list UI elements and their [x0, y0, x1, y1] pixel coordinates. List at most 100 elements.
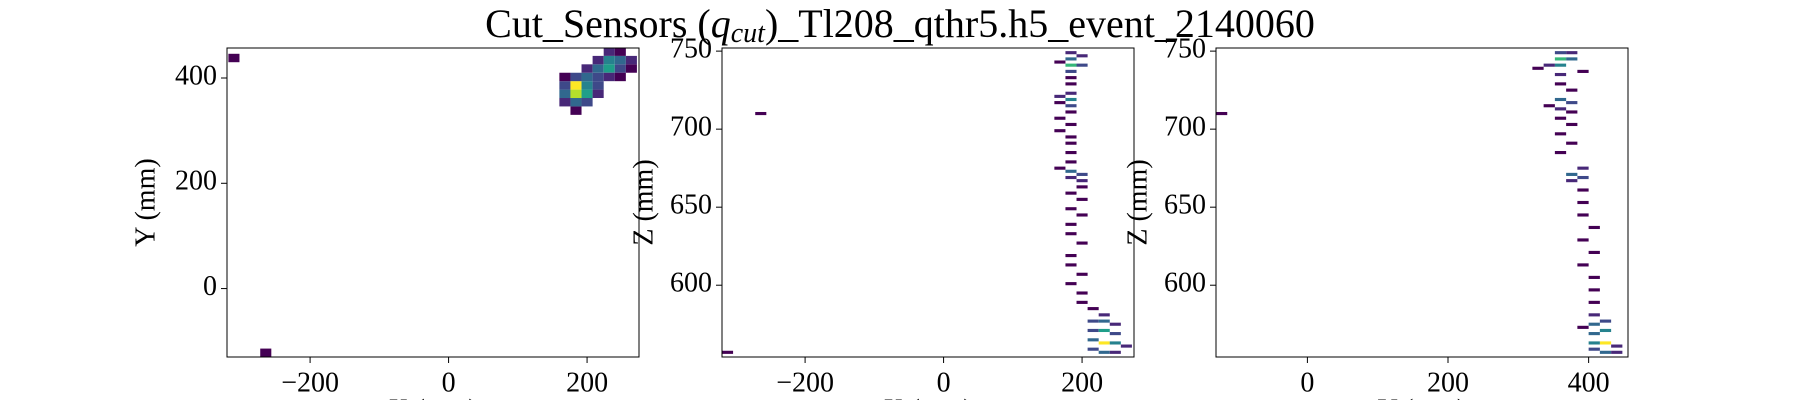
heatmap-cell — [1588, 322, 1600, 326]
heatmap-cell — [603, 55, 615, 65]
heatmap-cell — [1554, 151, 1567, 155]
heatmap-cell — [1554, 97, 1567, 102]
heatmap-cell — [1065, 69, 1077, 73]
y-tick-label: 400 — [175, 60, 217, 91]
axes-frame — [721, 47, 1135, 358]
heatmap-cell — [581, 89, 593, 99]
x-tick-label: 0 — [442, 367, 456, 398]
heatmap-cell — [1087, 338, 1099, 342]
heatmap-cell — [1076, 213, 1088, 217]
y-tick-label: 650 — [670, 190, 712, 221]
heatmap-cell — [1120, 344, 1132, 348]
x-tick-label: 200 — [566, 367, 608, 398]
heatmap-cell — [1087, 328, 1099, 333]
heatmap-cell — [1566, 110, 1578, 114]
heatmap-cell — [614, 64, 626, 73]
heatmap-cell — [1577, 263, 1589, 267]
heatmap-cell — [1054, 94, 1066, 98]
heatmap-cell — [1054, 60, 1066, 64]
heatmap-cell — [1588, 288, 1600, 292]
heatmap-cell — [1065, 122, 1077, 127]
y-tick-label: 600 — [1164, 268, 1206, 299]
heatmap-cell — [614, 48, 626, 56]
heatmap-cell — [1109, 332, 1121, 336]
x-tick-label: −200 — [776, 367, 834, 398]
x-tick-label: 200 — [1061, 367, 1103, 398]
heatmap-cell — [581, 64, 593, 73]
heatmap-cell — [1098, 313, 1110, 317]
heatmap-cell — [1554, 116, 1567, 120]
heatmap-cell — [1577, 238, 1589, 242]
heatmap-cell — [1087, 307, 1099, 311]
x-tick-label: 200 — [1427, 367, 1469, 398]
heatmap-cell — [592, 72, 604, 82]
heatmap-cell — [1566, 51, 1578, 55]
heatmap-cell — [625, 64, 637, 73]
heatmap-cell — [260, 348, 272, 357]
x-axis-label: X (mm) — [388, 394, 477, 400]
heatmap-cell — [1076, 197, 1088, 201]
heatmap-cell — [1599, 350, 1612, 354]
y-tick-label: 200 — [175, 166, 217, 197]
heatmap-cell — [755, 111, 767, 116]
heatmap-cell — [1216, 111, 1228, 116]
heatmap-cell — [1076, 172, 1088, 176]
heatmap-cell — [603, 72, 615, 82]
heatmap-cell — [614, 72, 626, 82]
cells — [722, 51, 1132, 354]
x-axis-label: Y (mm) — [1378, 394, 1466, 400]
heatmap-cell — [1065, 135, 1077, 139]
y-axis-label: Z (mm) — [1122, 159, 1153, 245]
heatmap-cell — [1065, 151, 1077, 155]
heatmap-cell — [570, 81, 582, 90]
y-tick-label: 750 — [670, 34, 712, 65]
heatmap-cell — [1554, 72, 1567, 77]
heatmap-cell — [1577, 325, 1589, 329]
heatmap-cell — [1588, 332, 1600, 336]
heatmap-cell — [1065, 160, 1077, 164]
heatmap-cell — [1543, 104, 1555, 108]
heatmap-cell — [1098, 341, 1110, 345]
heatmap-cell — [1566, 101, 1578, 105]
heatmap-cell — [1087, 347, 1099, 351]
heatmap-cell — [1109, 350, 1121, 354]
heatmap-cell — [1588, 275, 1600, 279]
heatmap-cell — [570, 98, 582, 107]
heatmap-cell — [1076, 272, 1088, 276]
heatmap-cell — [1098, 319, 1110, 323]
heatmap-cell — [581, 81, 593, 90]
heatmap-cell — [592, 55, 604, 65]
title-part: Cut_Sensors ( — [485, 1, 711, 46]
heatmap-cell — [1065, 254, 1077, 258]
heatmap-cell — [581, 98, 593, 107]
heatmap-cell — [1566, 122, 1578, 127]
y-tick-label: 700 — [670, 112, 712, 143]
heatmap-cell — [1554, 57, 1567, 61]
heatmap-cell — [1554, 63, 1567, 67]
heatmap-cell — [1532, 66, 1544, 70]
heatmap-cell — [1588, 225, 1600, 230]
cells — [1216, 51, 1623, 354]
heatmap-cell — [1566, 88, 1578, 92]
heatmap-cell — [1566, 141, 1578, 145]
title-part: )_Tl208_qthr5.h5_event_2140060 — [765, 1, 1315, 46]
heatmap-cell — [1065, 263, 1077, 267]
heatmap-cell — [1065, 169, 1077, 173]
y-tick-label: 700 — [1164, 112, 1206, 143]
heatmap-cell — [1554, 51, 1567, 55]
heatmap-cell — [1588, 347, 1600, 351]
heatmap-cell — [1577, 188, 1589, 192]
heatmap-cell — [559, 72, 571, 82]
cells — [228, 48, 637, 357]
y-tick-label: 650 — [1164, 190, 1206, 221]
heatmap-cell — [1588, 341, 1600, 345]
heatmap-cell — [1076, 185, 1088, 189]
heatmap-cell — [1065, 282, 1077, 286]
heatmap-cell — [570, 89, 582, 99]
title-part: q — [711, 1, 731, 46]
heatmap-cell — [1577, 69, 1589, 73]
heatmap-cell — [1076, 241, 1088, 245]
heatmap-cell — [1065, 82, 1077, 86]
